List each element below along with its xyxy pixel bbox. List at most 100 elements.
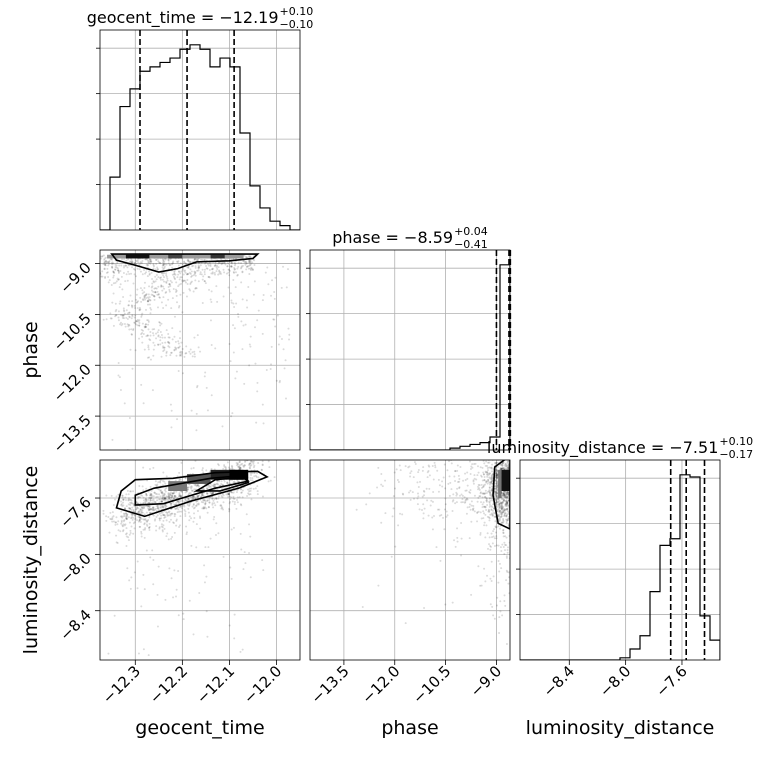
- sample-point: [503, 494, 506, 497]
- sample-point: [486, 504, 489, 507]
- sample-point: [269, 479, 272, 482]
- sample-point: [504, 495, 507, 498]
- sample-point: [239, 650, 242, 653]
- sample-point: [172, 492, 175, 495]
- sample-point: [180, 495, 183, 498]
- sample-point: [477, 488, 480, 491]
- sample-point: [186, 486, 189, 489]
- sample-point: [165, 350, 168, 353]
- sample-point: [234, 377, 237, 380]
- sample-point: [235, 302, 238, 305]
- sample-point: [117, 269, 120, 272]
- sample-point: [227, 262, 230, 265]
- sample-point: [225, 272, 228, 275]
- sample-point: [249, 256, 252, 259]
- sample-point: [248, 523, 251, 526]
- sample-point: [137, 300, 140, 303]
- sample-point: [190, 486, 193, 489]
- sample-point: [488, 536, 491, 539]
- sample-point: [240, 463, 243, 466]
- sample-point: [163, 346, 166, 349]
- sample-point: [231, 500, 234, 503]
- sample-point: [114, 310, 117, 313]
- sample-point: [210, 258, 213, 261]
- sample-point: [146, 264, 149, 267]
- sample-point: [500, 507, 503, 510]
- sample-point: [237, 465, 240, 468]
- sample-point: [127, 498, 130, 501]
- sample-point: [248, 463, 251, 466]
- sample-point: [496, 480, 499, 483]
- sample-point: [193, 270, 196, 273]
- sample-point: [460, 501, 463, 504]
- sample-point: [193, 258, 196, 261]
- sample-point: [355, 508, 358, 511]
- sample-point: [128, 328, 131, 331]
- sample-point: [484, 496, 487, 499]
- sample-point: [460, 554, 463, 557]
- sample-point: [495, 482, 498, 485]
- sample-point: [197, 495, 200, 498]
- sample-point: [498, 562, 501, 565]
- sample-point: [171, 266, 174, 269]
- sample-point: [485, 460, 488, 463]
- sample-point: [111, 266, 114, 269]
- sample-point: [167, 492, 170, 495]
- sample-point: [215, 522, 218, 525]
- sample-point: [154, 275, 157, 278]
- sample-point: [127, 323, 130, 326]
- sample-point: [147, 320, 150, 323]
- sample-point: [194, 460, 197, 462]
- sample-point: [209, 485, 212, 488]
- sample-point: [445, 510, 448, 513]
- sample-point: [505, 518, 508, 521]
- sample-point: [160, 284, 163, 287]
- sample-point: [125, 273, 128, 276]
- sample-point: [206, 492, 209, 495]
- sample-point: [502, 531, 505, 534]
- x-tick-label: −8.4: [540, 662, 578, 700]
- sample-point: [495, 499, 498, 502]
- sample-point: [494, 457, 496, 459]
- sample-point: [492, 614, 495, 617]
- sample-point: [209, 263, 212, 266]
- sample-point: [107, 652, 110, 655]
- sample-point: [168, 567, 171, 570]
- sample-point: [236, 501, 239, 504]
- sample-point: [141, 507, 144, 510]
- sample-point: [125, 493, 128, 496]
- sample-point: [384, 479, 387, 482]
- sample-point: [130, 333, 133, 336]
- sample-point: [169, 494, 172, 497]
- sample-point: [135, 508, 138, 511]
- sample-point: [146, 524, 149, 527]
- sample-point: [144, 325, 147, 328]
- sample-point: [121, 516, 124, 519]
- sample-point: [249, 255, 252, 258]
- sample-point: [505, 569, 508, 572]
- sample-point: [206, 492, 209, 495]
- sample-point: [151, 328, 154, 331]
- sample-point: [162, 519, 165, 522]
- sample-point: [497, 515, 500, 518]
- sample-point: [165, 290, 168, 293]
- sample-point: [161, 484, 164, 487]
- sample-point: [466, 471, 469, 474]
- sample-point: [125, 516, 128, 519]
- sample-point: [184, 261, 187, 264]
- sample-point: [481, 486, 484, 489]
- sample-point: [495, 468, 498, 471]
- sample-point: [491, 509, 494, 512]
- sample-point: [132, 522, 135, 525]
- sample-point: [489, 492, 492, 495]
- sample-point: [222, 295, 225, 298]
- sample-point: [215, 483, 218, 486]
- sample-point: [506, 548, 509, 551]
- sample-point: [165, 281, 168, 284]
- sample-point: [248, 261, 251, 264]
- sample-point: [173, 531, 176, 534]
- sample-point: [187, 493, 190, 496]
- sample-point: [478, 487, 481, 490]
- sample-point: [495, 495, 498, 498]
- sample-point: [204, 546, 207, 549]
